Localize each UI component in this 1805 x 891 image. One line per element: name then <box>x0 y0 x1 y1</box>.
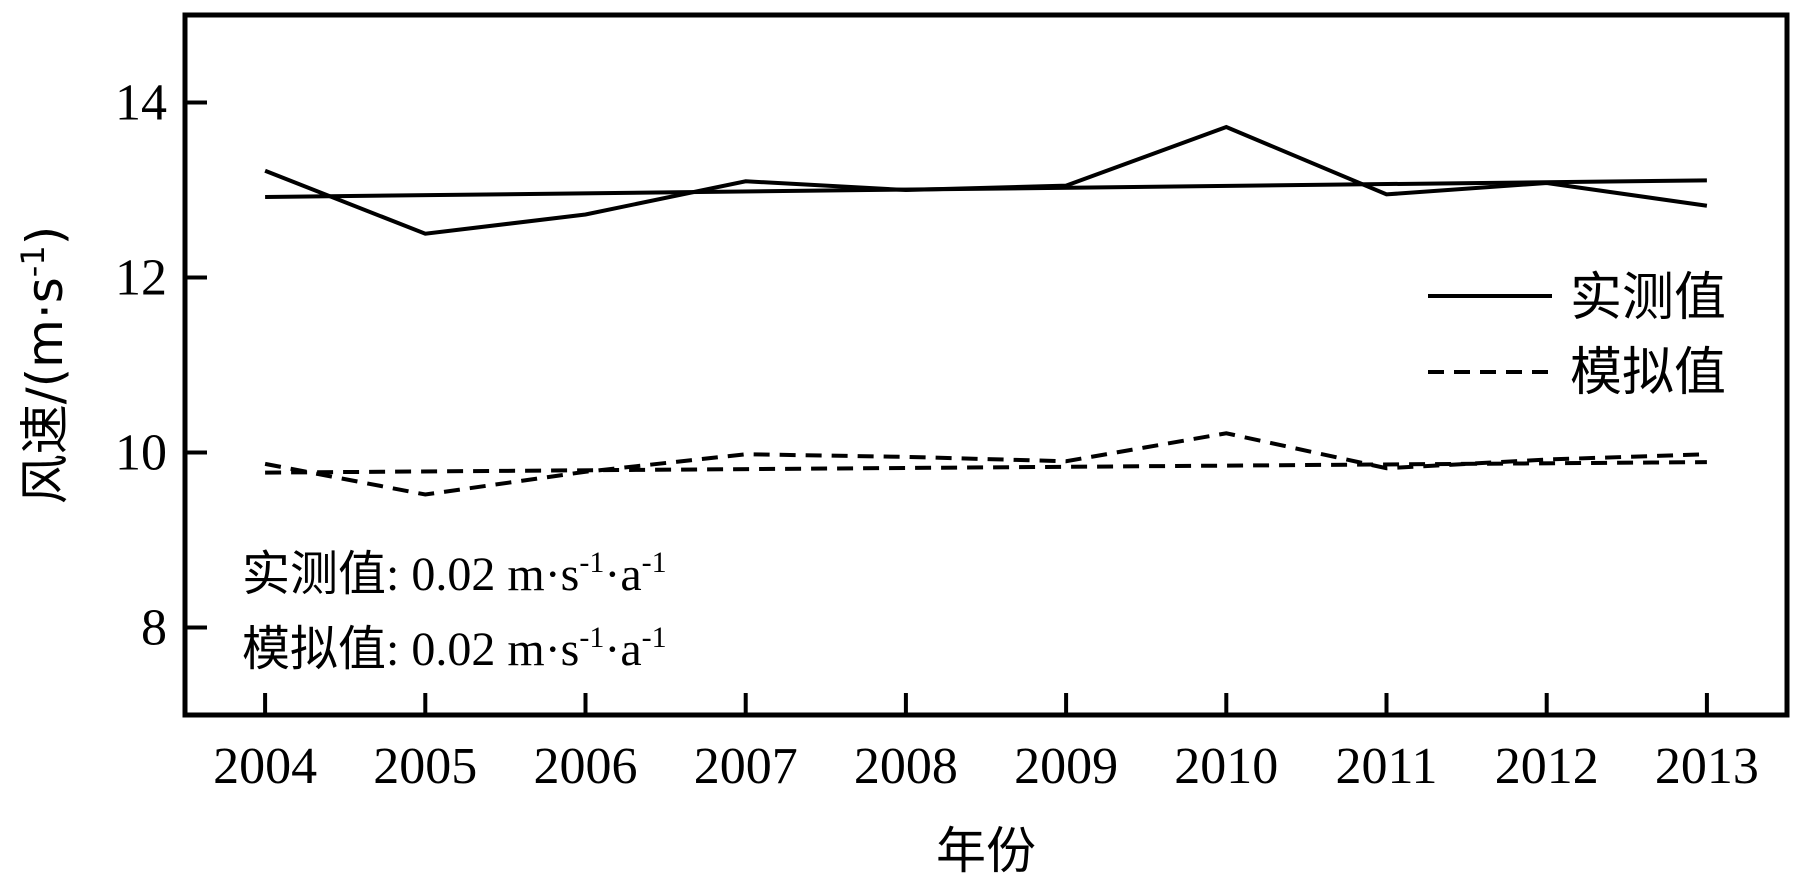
series-layer <box>264 124 1708 497</box>
legend-label-simulated: 模拟值 <box>1570 343 1726 403</box>
annotation-simulated-label: 模拟值 <box>242 621 386 677</box>
annotation-observed-sup2: -1 <box>642 546 667 579</box>
annotation-simulated: 模拟值: 0.02 m·s-1·a-1 <box>242 621 667 677</box>
y-axis-title-main: 风速/(m·s <box>16 277 74 504</box>
plot-frame <box>182 12 1790 718</box>
x-tick-label: 2011 <box>1335 738 1437 795</box>
annotation-simulated-sup2: -1 <box>642 621 667 654</box>
trend-line-simulated <box>265 460 1707 475</box>
y-tick-label: 8 <box>141 600 167 657</box>
y-tick-label: 10 <box>115 425 167 482</box>
x-tick-label: 2012 <box>1495 738 1599 795</box>
legend: 实测值 模拟值 <box>1428 268 1726 403</box>
trend-line-observed <box>265 178 1707 199</box>
x-tick-label: 2010 <box>1174 738 1278 795</box>
y-axis-title-close: ) <box>16 226 74 246</box>
y-tick-label: 14 <box>115 75 167 132</box>
legend-label-observed: 实测值 <box>1570 268 1726 328</box>
series-line-simulated <box>264 431 1707 497</box>
annotation-observed-label: 实测值 <box>242 546 386 602</box>
x-tick-label: 2013 <box>1655 738 1759 795</box>
annotation-observed-sep: : <box>386 548 411 601</box>
x-tick-label: 2004 <box>213 738 317 795</box>
annotation-simulated-sep: : <box>386 623 411 676</box>
y-tick-label: 12 <box>115 250 167 307</box>
x-tick-label: 2007 <box>694 738 798 795</box>
annotation-simulated-value: 0.02 m·s <box>411 623 579 676</box>
annotation-observed-value: 0.02 m·s <box>411 548 579 601</box>
annotation-simulated-sup1: -1 <box>579 621 604 654</box>
x-tick-label: 2009 <box>1014 738 1118 795</box>
annotation-observed-sup1: -1 <box>579 546 604 579</box>
annotation-observed: 实测值: 0.02 m·s-1·a-1 <box>242 546 667 602</box>
x-axis-ticks: 2004 2005 2006 2007 2008 2009 2010 2011 2012 2013 <box>213 693 1759 795</box>
x-axis-title: 年份 <box>936 822 1036 880</box>
x-tick-label: 2006 <box>534 738 638 795</box>
annotation-simulated-mid: ·a <box>604 623 641 676</box>
y-axis-title: 风速/(m·s-1) <box>14 226 74 504</box>
trend-annotations: 实测值: 0.02 m·s-1·a-1 模拟值: 0.02 m·s-1·a-1 <box>242 546 667 677</box>
x-tick-label: 2008 <box>854 738 958 795</box>
annotation-observed-mid: ·a <box>604 548 641 601</box>
y-axis-title-exponent: -1 <box>14 245 52 277</box>
x-tick-label: 2005 <box>373 738 477 795</box>
y-axis-ticks: 8 10 12 14 <box>115 75 207 657</box>
